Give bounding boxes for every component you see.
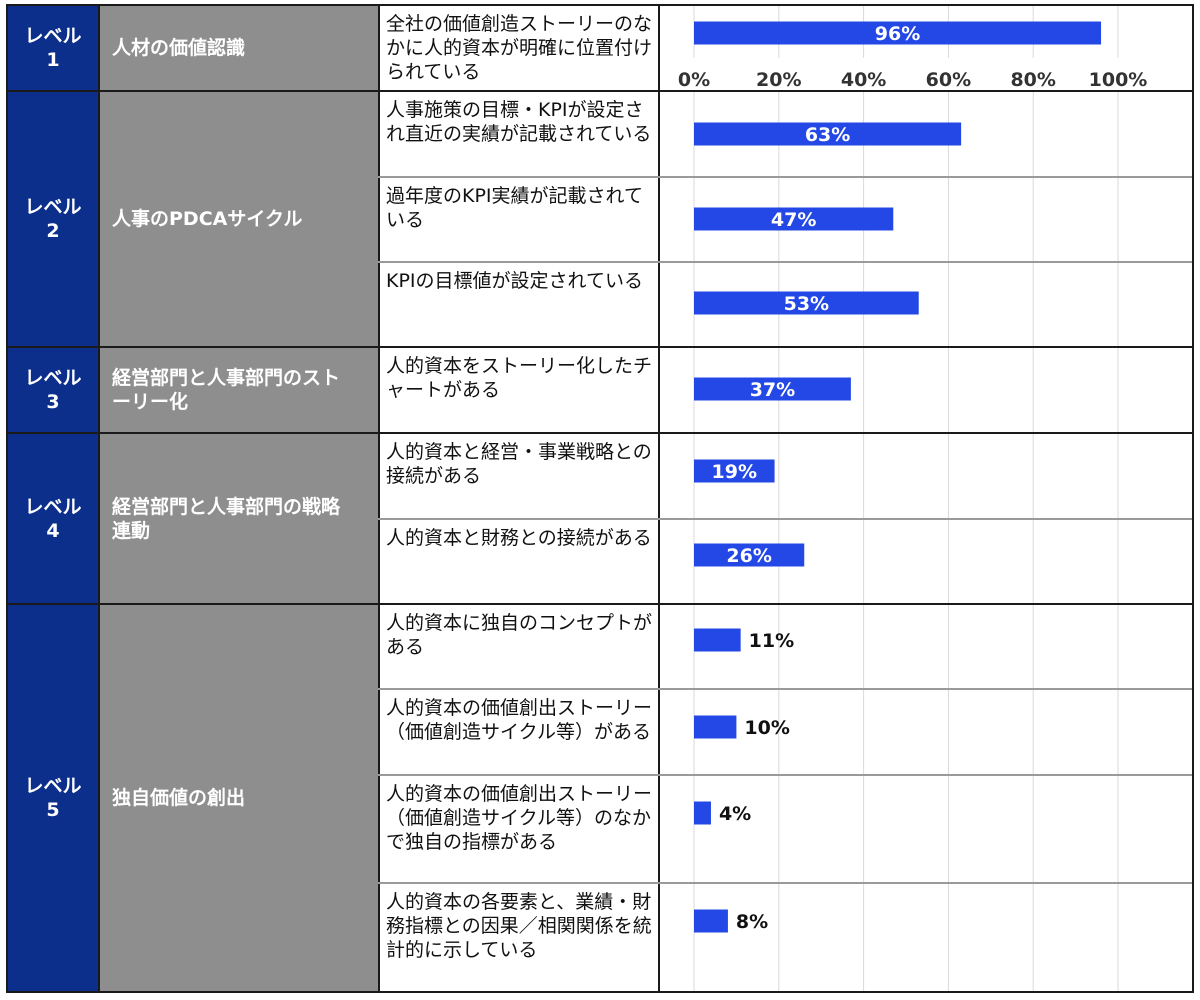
- tick-label: 80%: [1010, 69, 1055, 91]
- item-cell: 人的資本の価値創出ストーリー（価値創造サイクル等）がある: [380, 690, 658, 774]
- level-label: レベル: [24, 775, 82, 797]
- level-label: レベル: [24, 495, 82, 518]
- row-divider: [8, 432, 1194, 434]
- row-divider: [8, 90, 1194, 92]
- item-text: 人的資本の価値創出ストーリー（価値創造サイクル等）のなかで独自の指標がある: [386, 783, 653, 853]
- bar-value-label: 19%: [712, 461, 757, 483]
- category-cell-5: 独自価値の創出: [98, 605, 378, 991]
- column-divider: [658, 6, 660, 992]
- bar: [694, 291, 919, 315]
- bar: [694, 207, 894, 231]
- item-cell: 人的資本の価値創出ストーリー（価値創造サイクル等）のなかで独自の指標がある: [380, 776, 658, 882]
- bar: [694, 543, 805, 567]
- item-cell: 人的資本の各要素と、業績・財務指標との因果／相関関係を統計的に示している: [380, 884, 658, 992]
- item-text: 人事施策の目標・KPIが設定され直近の実績が記載されている: [386, 99, 652, 145]
- item-cell: 人的資本と財務との接続がある: [380, 520, 658, 604]
- category-label: 経営部門と人事部門のストーリー化: [112, 367, 341, 413]
- level-cell-3: レベル 3: [8, 348, 98, 432]
- category-label: 人材の価値認識: [112, 37, 246, 59]
- column-divider: [98, 6, 100, 992]
- item-text: 人的資本と経営・事業戦略との接続がある: [386, 441, 652, 487]
- level-label: レベル: [24, 367, 82, 389]
- item-text: 全社の価値創造ストーリーのなかに人的資本が明確に位置付けられている: [386, 13, 653, 83]
- category-cell-4: 経営部門と人事部門の戦略連動: [98, 434, 378, 603]
- item-cell: 人的資本に独自のコンセプトがある: [380, 605, 658, 689]
- column-divider: [378, 6, 380, 992]
- tick-label: 0%: [678, 69, 710, 91]
- category-label: 経営部門と人事部門の戦略連動: [112, 495, 341, 542]
- category-cell-3: 経営部門と人事部門のストーリー化: [98, 348, 378, 432]
- bar: [694, 459, 775, 483]
- level-cell-4: レベル 4: [8, 434, 98, 603]
- bar-value-label: 63%: [805, 124, 850, 146]
- row-divider: [8, 346, 1194, 348]
- item-text: 人的資本と財務との接続がある: [386, 527, 652, 549]
- bar: [694, 801, 711, 825]
- item-text: 人的資本をストーリー化したチャートがある: [386, 355, 653, 401]
- row-divider: [378, 882, 1194, 884]
- level-label: レベル: [24, 196, 82, 218]
- row-divider: [8, 603, 1194, 605]
- category-label: 人事のPDCAサイクル: [112, 208, 303, 230]
- row-divider: [378, 518, 1194, 520]
- bar: [694, 909, 728, 933]
- bar: [694, 715, 737, 739]
- tick-label: 20%: [756, 69, 801, 91]
- item-cell: 人事施策の目標・KPIが設定され直近の実績が記載されている: [380, 92, 658, 176]
- item-text: 人的資本に独自のコンセプトがある: [386, 612, 653, 658]
- item-cell: 全社の価値創造ストーリーのなかに人的資本が明確に位置付けられている: [380, 6, 658, 90]
- row-divider: [378, 176, 1194, 178]
- level-cell-1: レベル 1: [8, 6, 98, 90]
- tick-label: 100%: [1089, 69, 1148, 91]
- bar-value-label: 4%: [719, 803, 751, 825]
- bar-value-label: 10%: [744, 717, 789, 739]
- bar: [694, 21, 1102, 45]
- row-divider: [378, 688, 1194, 690]
- bar: [694, 122, 962, 146]
- bar-value-label: 37%: [750, 379, 795, 401]
- bar-value-label: 8%: [736, 911, 768, 933]
- bar-value-label: 96%: [875, 23, 920, 45]
- bar-value-label: 47%: [771, 209, 816, 231]
- category-cell-2: 人事のPDCAサイクル: [98, 92, 378, 346]
- bar-value-label: 11%: [749, 630, 794, 652]
- item-cell: 過年度のKPI実績が記載されている: [380, 178, 658, 262]
- tick-label: 40%: [841, 69, 886, 91]
- item-text: KPIの目標値が設定されている: [386, 270, 643, 292]
- row-divider: [378, 261, 1194, 263]
- item-text: 人的資本の各要素と、業績・財務指標との因果／相関関係を統計的に示している: [386, 891, 652, 961]
- level-label: レベル: [24, 25, 82, 47]
- row-divider: [378, 774, 1194, 776]
- level-number: 2: [46, 220, 60, 242]
- level-cell-2: レベル 2: [8, 92, 98, 346]
- tick-label: 60%: [926, 69, 971, 91]
- item-text: 過年度のKPI実績が記載されている: [386, 185, 643, 231]
- level-number: 3: [46, 391, 60, 413]
- category-label: 独自価値の創出: [112, 787, 246, 809]
- item-cell: 人的資本をストーリー化したチャートがある: [380, 348, 658, 432]
- item-cell: 人的資本と経営・事業戦略との接続がある: [380, 434, 658, 518]
- item-text: 人的資本の価値創出ストーリー（価値創造サイクル等）がある: [386, 697, 653, 743]
- bar: [694, 628, 741, 652]
- bar-value-label: 53%: [784, 293, 829, 315]
- level-number: 1: [46, 49, 60, 71]
- level-number: 4: [46, 519, 60, 542]
- bar-value-label: 26%: [726, 545, 771, 567]
- level-cell-5: レベル 5: [8, 605, 98, 991]
- level-number: 5: [46, 799, 60, 821]
- item-cell: KPIの目標値が設定されている: [380, 263, 658, 347]
- category-cell-1: 人材の価値認識: [98, 6, 378, 90]
- bar: [694, 377, 851, 401]
